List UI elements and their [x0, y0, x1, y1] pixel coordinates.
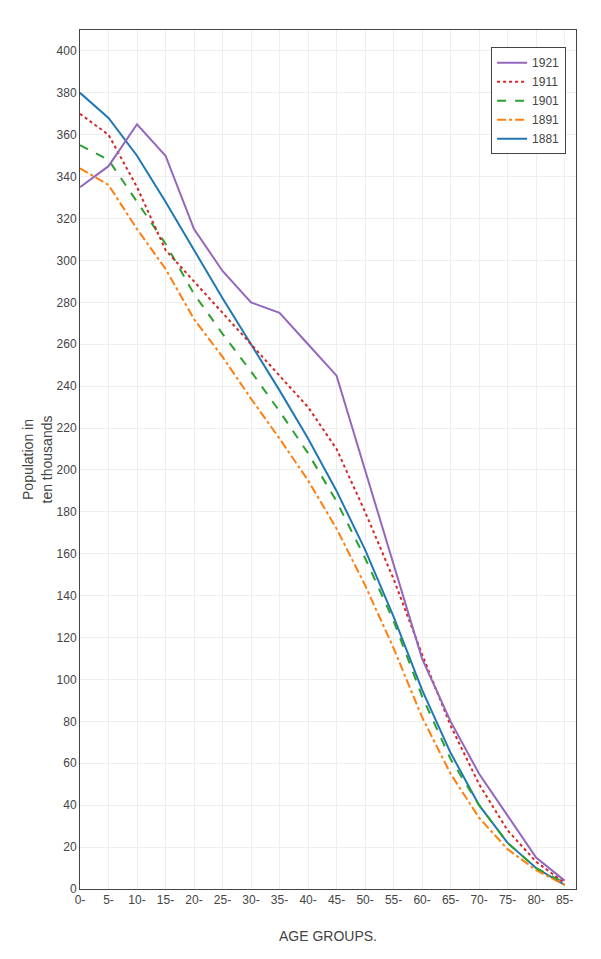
svg-text:1881: 1881 [532, 132, 559, 146]
svg-text:1911: 1911 [532, 75, 558, 89]
svg-text:0-: 0- [75, 893, 86, 907]
svg-text:280: 280 [57, 296, 77, 310]
svg-text:1901: 1901 [532, 94, 559, 108]
svg-text:120: 120 [57, 631, 77, 645]
svg-text:340: 340 [57, 170, 77, 184]
svg-text:40-: 40- [299, 893, 316, 907]
svg-text:0: 0 [70, 882, 77, 896]
svg-text:55-: 55- [385, 893, 402, 907]
svg-text:1921: 1921 [532, 56, 559, 70]
svg-text:5-: 5- [103, 893, 114, 907]
svg-text:220: 220 [57, 421, 77, 435]
svg-text:15-: 15- [157, 893, 174, 907]
svg-text:260: 260 [57, 337, 77, 351]
svg-text:80-: 80- [527, 893, 544, 907]
svg-text:320: 320 [57, 212, 77, 226]
svg-text:20-: 20- [185, 893, 202, 907]
svg-text:40: 40 [63, 798, 77, 812]
svg-text:30-: 30- [242, 893, 259, 907]
svg-text:45-: 45- [328, 893, 345, 907]
svg-text:35-: 35- [271, 893, 288, 907]
svg-text:360: 360 [57, 128, 77, 142]
svg-text:60-: 60- [413, 893, 430, 907]
svg-text:85-: 85- [556, 893, 573, 907]
svg-text:75-: 75- [499, 893, 516, 907]
svg-text:60: 60 [63, 756, 77, 770]
svg-text:Population inten thousands: Population inten thousands [20, 416, 54, 504]
svg-text:65-: 65- [442, 893, 459, 907]
svg-text:20: 20 [63, 840, 77, 854]
svg-text:10-: 10- [128, 893, 145, 907]
svg-text:1891: 1891 [532, 113, 559, 127]
svg-text:25-: 25- [214, 893, 231, 907]
svg-text:300: 300 [57, 254, 77, 268]
svg-text:160: 160 [57, 547, 77, 561]
svg-text:100: 100 [57, 673, 77, 687]
svg-text:240: 240 [57, 379, 77, 393]
svg-text:140: 140 [57, 589, 77, 603]
svg-text:400: 400 [57, 44, 77, 58]
svg-text:70-: 70- [470, 893, 487, 907]
svg-text:200: 200 [57, 463, 77, 477]
svg-text:50-: 50- [356, 893, 373, 907]
svg-text:AGE GROUPS.: AGE GROUPS. [279, 928, 377, 944]
svg-text:180: 180 [57, 505, 77, 519]
svg-text:80: 80 [63, 715, 77, 729]
svg-text:380: 380 [57, 86, 77, 100]
